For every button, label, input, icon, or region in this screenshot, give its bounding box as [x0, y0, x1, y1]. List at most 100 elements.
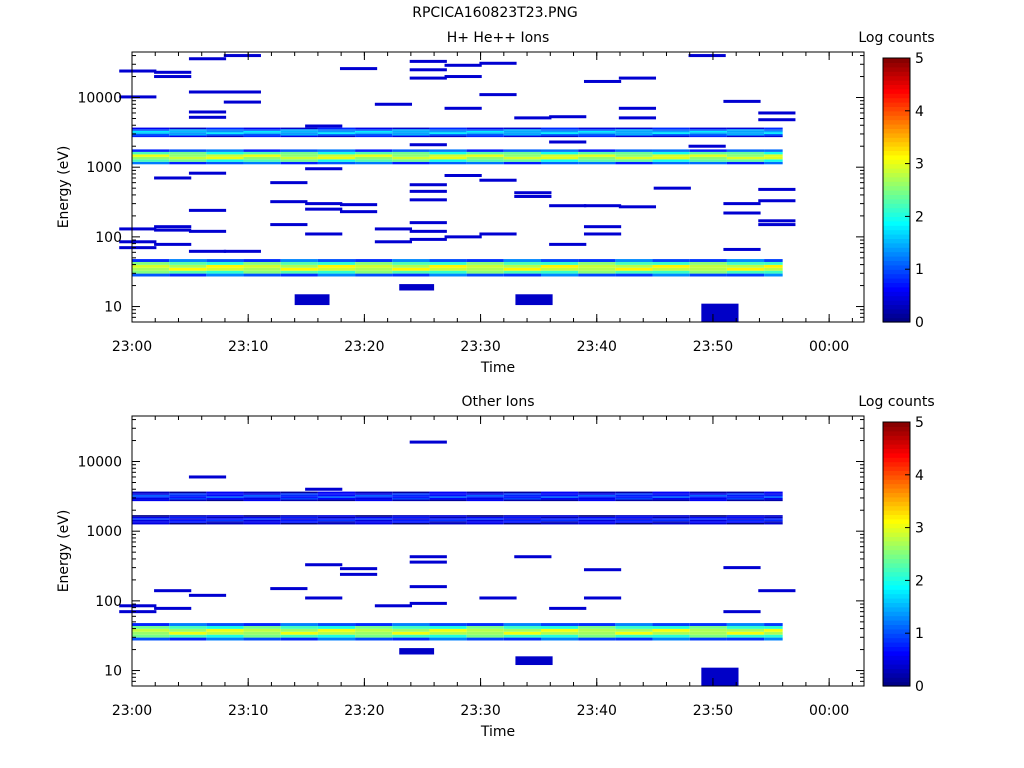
band-cell	[132, 127, 170, 130]
band-cell	[578, 493, 616, 495]
band-cell	[726, 631, 765, 635]
band-cell	[317, 491, 356, 494]
band-cell	[764, 154, 783, 157]
colorbar-tick-label: 0	[915, 315, 924, 331]
colorbar-cell	[883, 102, 910, 107]
band-cell	[243, 519, 281, 522]
band-cell	[652, 518, 690, 520]
sparse-line	[409, 76, 447, 80]
band-cell	[132, 261, 170, 265]
colorbar-cell	[883, 567, 910, 573]
panel-title: H+ He++ Ions	[447, 30, 550, 46]
sparse-line	[154, 75, 192, 79]
band-cell	[503, 151, 541, 155]
band-cell	[429, 154, 467, 157]
band-cell	[689, 522, 727, 525]
sparse-line	[514, 194, 552, 198]
colorbar-cell	[883, 505, 910, 511]
band-cell	[503, 264, 541, 268]
colorbar-cell	[883, 115, 910, 121]
band-cell	[206, 259, 244, 262]
band-cell	[243, 273, 281, 277]
band-cell	[466, 625, 504, 629]
band-cell	[466, 522, 504, 525]
band-cell	[578, 267, 616, 271]
band-cell	[615, 261, 653, 265]
band-cell	[169, 127, 207, 130]
band-cell	[317, 267, 356, 271]
band-cell	[206, 129, 244, 131]
colorbar-tick-label: 5	[915, 415, 924, 431]
band-cell	[540, 156, 579, 160]
colorbar-frame	[882, 421, 911, 687]
colorbar-cell	[883, 207, 910, 213]
colorbar-cell	[883, 203, 910, 209]
band-cell	[429, 149, 467, 152]
band-cell	[503, 133, 541, 136]
band-cell	[615, 515, 653, 517]
band-cell	[764, 133, 783, 136]
band-cell	[206, 270, 244, 274]
sparse-line	[479, 596, 517, 600]
band-cell	[540, 637, 579, 641]
band-cell	[764, 623, 783, 626]
band-cell	[689, 628, 727, 632]
band-cell	[726, 264, 765, 268]
band-cell	[392, 496, 430, 498]
band-cell	[132, 637, 170, 641]
band-cell	[466, 494, 504, 497]
sparse-line	[444, 173, 482, 177]
colorbar-cell	[883, 88, 910, 94]
band-cell	[355, 637, 393, 641]
sparse-line	[154, 242, 192, 246]
band-cell	[540, 161, 579, 165]
band-cell	[615, 516, 653, 519]
colorbar-cell	[883, 132, 910, 138]
band-cell	[206, 161, 244, 165]
sparse-line	[188, 110, 227, 114]
sparse-line	[514, 555, 552, 559]
colorbar-cell	[883, 664, 910, 669]
colorbar-cell	[883, 106, 910, 112]
band-cell	[652, 270, 690, 274]
colorbar-cell	[883, 624, 910, 630]
band-cell	[355, 133, 393, 136]
band-cell	[503, 519, 541, 522]
band-cell	[764, 259, 783, 262]
sparse-line	[188, 208, 227, 212]
sparse-line	[618, 106, 657, 110]
band-cell	[726, 499, 765, 502]
band-cell	[243, 127, 281, 130]
band-cell	[466, 518, 504, 520]
colorbar-cell	[883, 154, 910, 160]
band-cell	[280, 259, 318, 262]
band-cell	[429, 129, 467, 131]
band-cell	[764, 515, 783, 517]
band-cell	[466, 154, 504, 157]
band-cell	[503, 156, 541, 160]
band-cell	[280, 628, 318, 632]
band-cell	[503, 625, 541, 629]
band-cell	[132, 631, 170, 635]
band-cell	[429, 623, 467, 626]
band-cell	[578, 496, 616, 498]
band-cell	[132, 129, 170, 131]
band-cell	[355, 519, 393, 522]
sparse-line	[188, 57, 227, 61]
band-cell	[726, 127, 765, 130]
band-cell	[392, 129, 430, 131]
sparse-line	[119, 69, 157, 73]
sparse-line	[374, 240, 413, 244]
band-cell	[169, 497, 207, 500]
sparse-line	[758, 199, 796, 203]
band-cell	[243, 623, 281, 626]
band-cell	[317, 625, 356, 629]
band-cell	[169, 625, 207, 629]
colorbar-cell	[883, 80, 910, 85]
band-cell	[169, 496, 207, 498]
band-cell	[764, 497, 783, 500]
band-cell	[615, 273, 653, 277]
sparse-line	[339, 572, 378, 576]
colorbar-cell	[883, 527, 910, 533]
band-cell	[652, 267, 690, 271]
